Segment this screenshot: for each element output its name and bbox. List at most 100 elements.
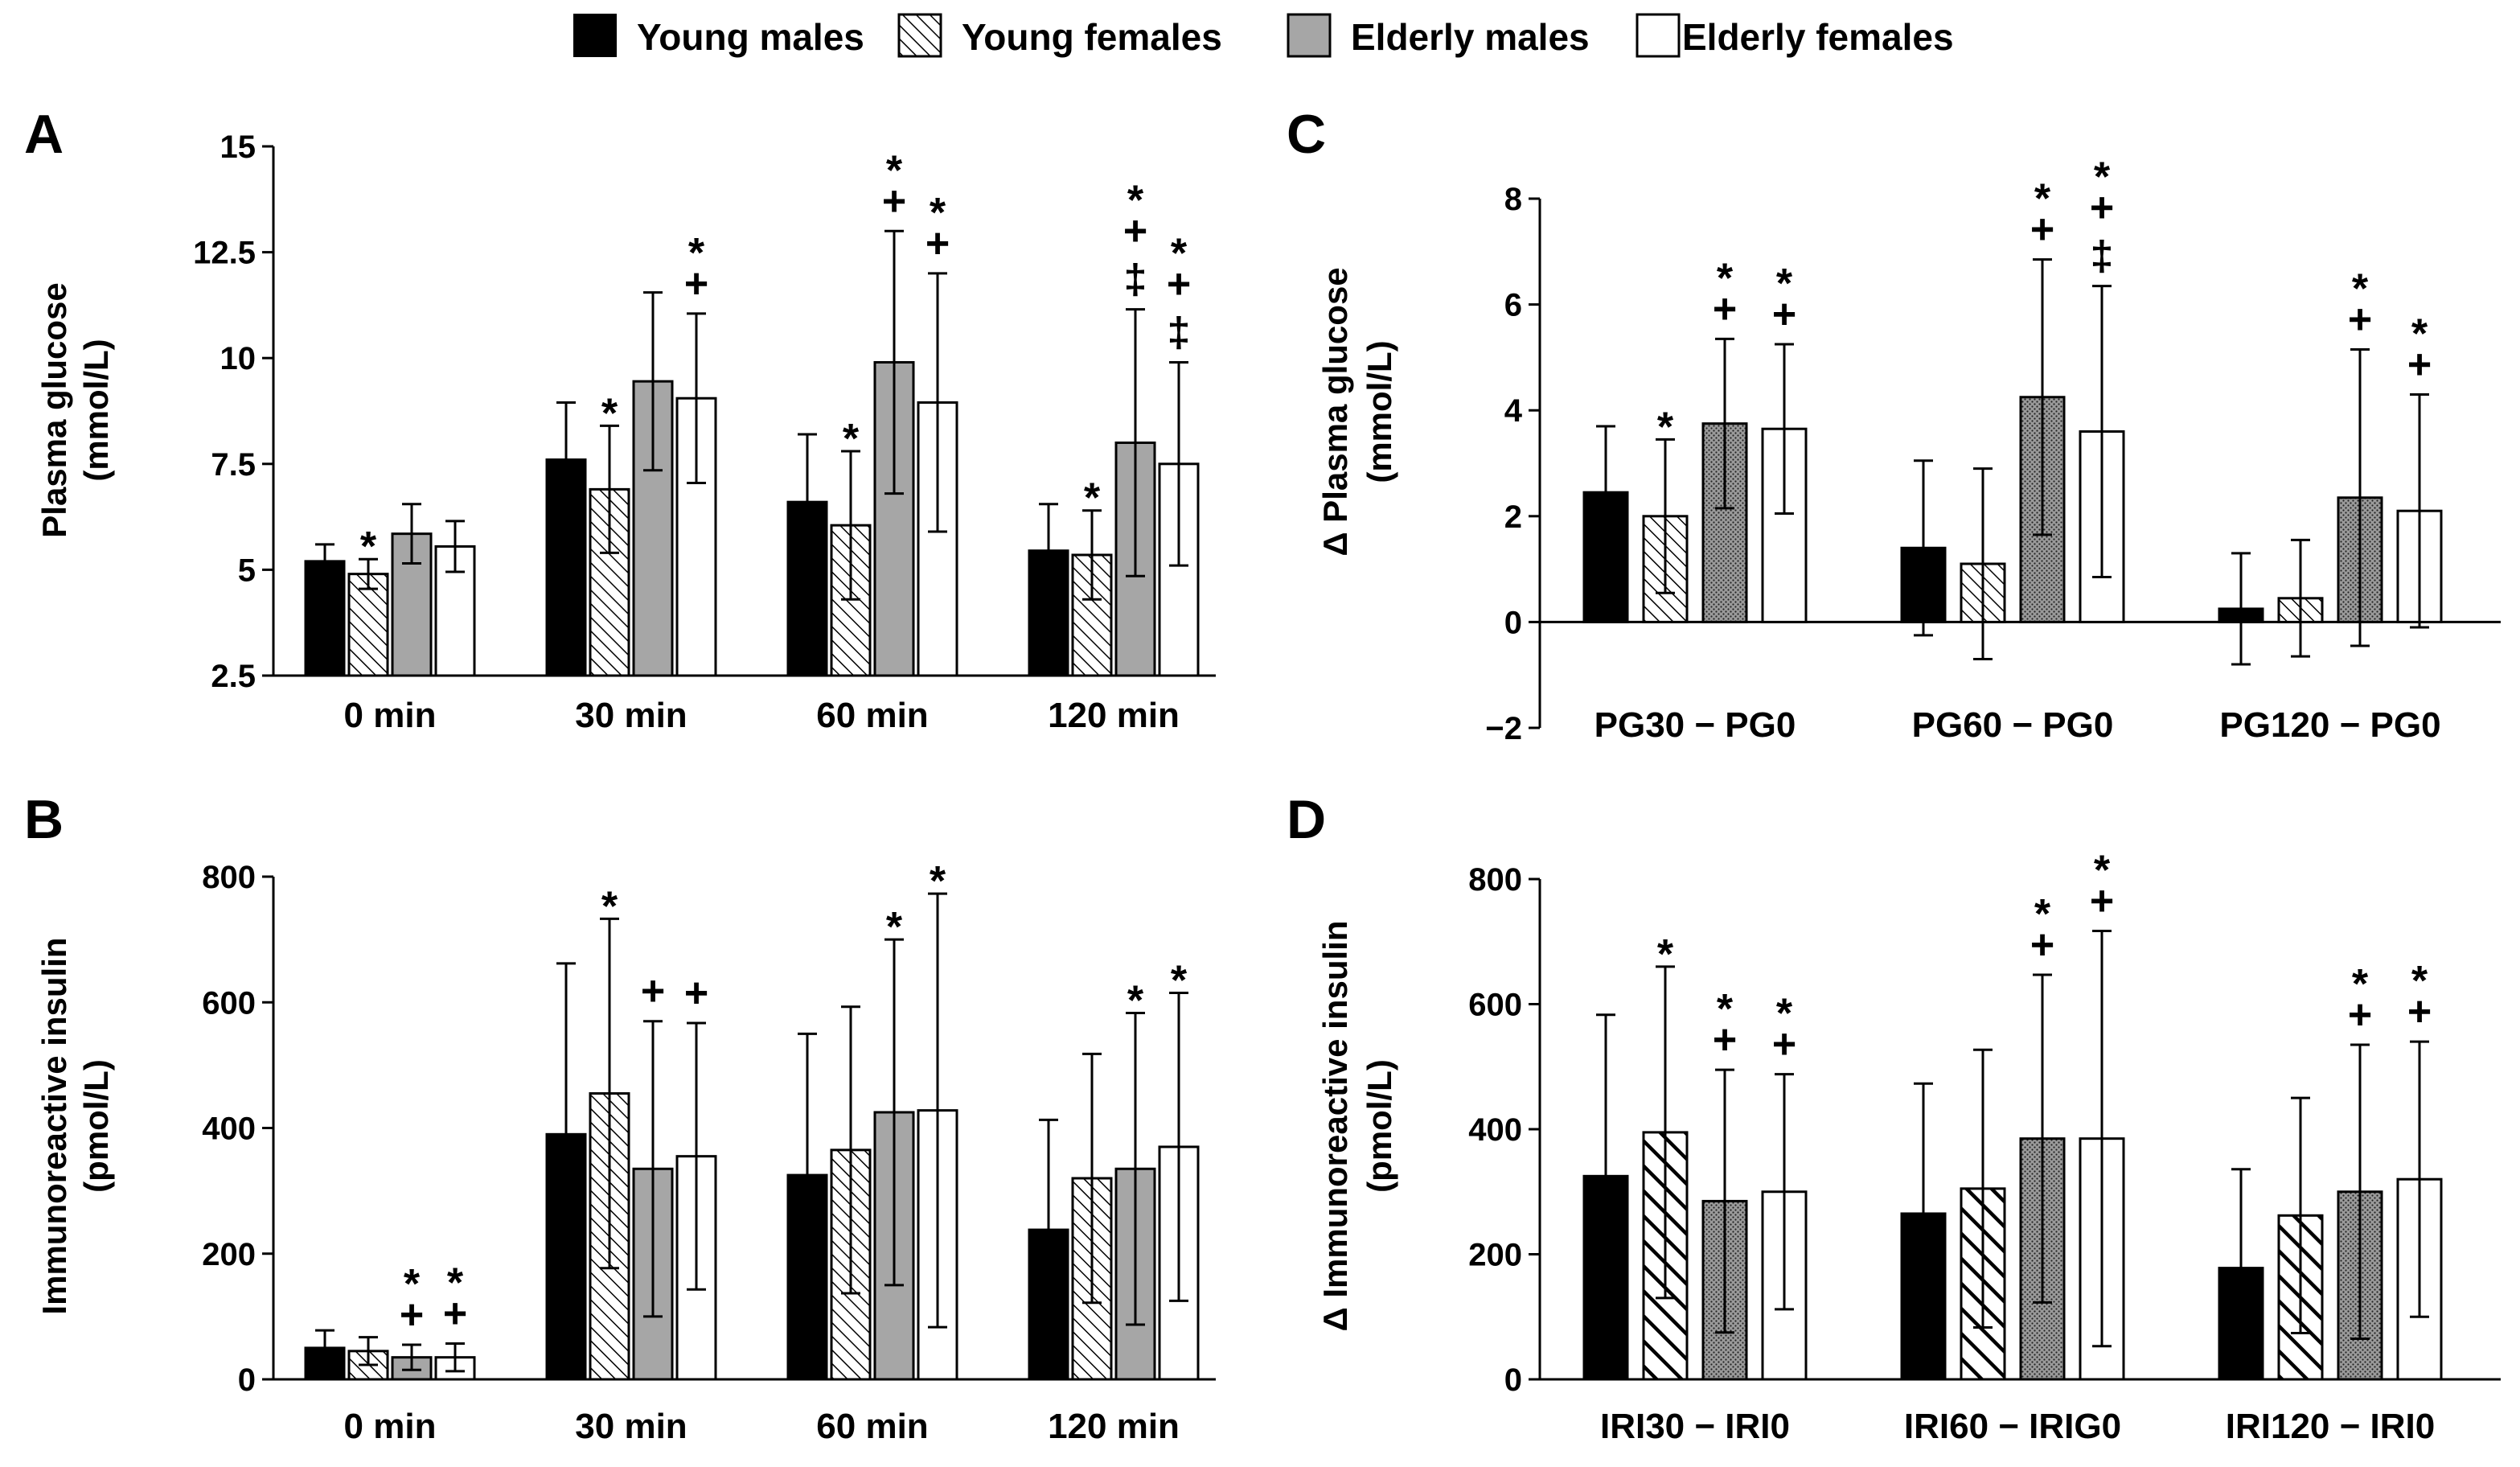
- panel-d: D Δ Immunoreactive insulin (pmol/L) 0 200 400…: [1287, 789, 2501, 1446]
- category-label-iri60-irig0: IRI60 − IRIG0: [1904, 1407, 2121, 1446]
- significance-mark: +: [684, 970, 708, 1017]
- significance-mark: *: [601, 883, 618, 930]
- bar-young-females-0-min: [347, 573, 389, 677]
- y-tick-label: 0: [238, 1362, 256, 1398]
- significance-mark: *: [1776, 991, 1793, 1038]
- panel-label-d: D: [1287, 789, 1326, 850]
- y-tick-label: 2: [1504, 499, 1522, 535]
- significance-mark: +: [1713, 1017, 1737, 1063]
- significance-mark: *: [1657, 404, 1674, 450]
- significance-mark: +: [2090, 185, 2114, 232]
- significance-mark: +: [1772, 1021, 1796, 1068]
- category-label-pg30-pg0: PG30 − PG0: [1594, 705, 1796, 745]
- significance-mark: +: [2090, 878, 2114, 925]
- y-tick-label: 12.5: [193, 236, 256, 271]
- significance-mark: +: [882, 178, 906, 224]
- significance-mark: *: [930, 858, 946, 905]
- significance-mark: *: [1776, 261, 1793, 307]
- y-tick-label: 0: [1504, 605, 1522, 640]
- significance-mark: *: [1717, 255, 1734, 302]
- significance-mark: *: [2034, 176, 2051, 223]
- y-axis-label-2: (pmol/L): [77, 1059, 115, 1193]
- y-tick-label: 600: [202, 985, 256, 1021]
- y-axis-label-2: (mmol/L): [1361, 340, 1398, 483]
- significance-mark: *: [2352, 961, 2369, 1008]
- y-tick-label: 800: [202, 860, 256, 895]
- significance-mark: *: [688, 230, 705, 277]
- category-label-30-min: 30 min: [575, 696, 687, 735]
- y-tick-label: 2.5: [211, 659, 256, 694]
- significance-mark: +: [1713, 286, 1737, 332]
- y-tick-label: 200: [1468, 1238, 1522, 1273]
- significance-mark: +: [2407, 988, 2432, 1035]
- y-tick-label: 8: [1504, 182, 1522, 217]
- significance-mark: *: [360, 524, 377, 570]
- significance-mark: *: [1171, 230, 1188, 277]
- significance-mark: *: [2411, 310, 2428, 357]
- category-label-pg60-pg0: PG60 − PG0: [1912, 705, 2114, 745]
- legend-label-elderly-males: Elderly males: [1351, 16, 1590, 58]
- y-tick-label: 4: [1504, 393, 1523, 429]
- category-label-0-min: 0 min: [344, 696, 437, 735]
- category-label-0-min: 0 min: [344, 1407, 437, 1446]
- legend-item-elderly-females: Elderly females: [1636, 13, 1954, 58]
- significance-mark: +: [684, 261, 708, 307]
- significance-mark: *: [886, 147, 903, 194]
- category-label-iri120-iri0: IRI120 − IRI0: [2226, 1407, 2435, 1446]
- y-tick-label: 10: [220, 341, 257, 376]
- y-tick-label: 15: [220, 129, 257, 165]
- significance-mark: *: [2034, 891, 2051, 938]
- significance-mark: *: [1657, 931, 1674, 978]
- y-axis-label-1: Δ Immunoreactive insulin: [1316, 921, 1354, 1332]
- significance-mark: +: [2348, 992, 2372, 1038]
- y-axis-label-2: (mmol/L): [77, 339, 115, 481]
- significance-mark: +: [1772, 291, 1796, 338]
- legend-label-young-females: Young females: [962, 16, 1222, 58]
- significance-mark: *: [1127, 978, 1144, 1025]
- y-axis-label-2: (pmol/L): [1361, 1059, 1398, 1193]
- legend-label-young-males: Young males: [637, 16, 864, 58]
- y-tick-label: 800: [1468, 862, 1522, 898]
- panel-label-a: A: [24, 104, 64, 165]
- y-axis-label-1: Δ Plasma glucose: [1316, 267, 1354, 556]
- legend-item-elderly-males: Elderly males: [1287, 13, 1590, 58]
- bar-elderly-males-0-min: [391, 532, 433, 677]
- category-label-pg120-pg0: PG120 − PG0: [2219, 705, 2440, 745]
- y-tick-label: 6: [1504, 288, 1522, 323]
- category-label-60-min: 60 min: [816, 1407, 928, 1446]
- category-label-30-min: 30 min: [575, 1407, 687, 1446]
- legend-label-elderly-females: Elderly females: [1682, 16, 1954, 58]
- y-axis-label-1: Plasma glucose: [35, 282, 73, 537]
- y-tick-label: 600: [1468, 988, 1522, 1023]
- significance-mark: *: [404, 1261, 421, 1308]
- significance-mark: +: [2407, 341, 2432, 388]
- significance-mark: +: [2030, 207, 2054, 253]
- significance-mark: *: [930, 190, 946, 236]
- significance-mark: *: [2094, 154, 2111, 201]
- y-axis-label-1: Immunoreactive insulin: [35, 937, 73, 1314]
- legend-swatch-young-males: [573, 14, 617, 57]
- significance-mark: *: [447, 1259, 464, 1306]
- significance-mark: ‡: [2091, 233, 2114, 280]
- legend-swatch-elderly-males: [1287, 13, 1332, 58]
- significance-mark: *: [886, 904, 903, 951]
- bar-young-males-30-min: [545, 458, 587, 677]
- significance-mark: ‡: [1168, 309, 1191, 355]
- y-tick-label: 200: [202, 1237, 256, 1272]
- bar-young-males-0-min: [304, 560, 346, 677]
- legend-item-young-females: Young females: [897, 13, 1222, 58]
- significance-mark: +: [926, 220, 950, 267]
- significance-mark: *: [601, 390, 618, 437]
- significance-mark: +: [443, 1290, 467, 1337]
- legend: Young males Young females Elderly males …: [573, 13, 1954, 58]
- significance-mark: *: [1171, 958, 1188, 1005]
- significance-mark: *: [2411, 958, 2428, 1005]
- category-label-iri30-iri0: IRI30 − IRI0: [1600, 1407, 1790, 1446]
- significance-mark: ‡: [1124, 257, 1147, 303]
- category-label-120-min: 120 min: [1048, 696, 1180, 735]
- y-tick-label: 0: [1504, 1362, 1522, 1398]
- panel-c: C Δ Plasma glucose (mmol/L) −2 0 2 4 6 8 PG30 − P…: [1287, 104, 2501, 746]
- panel-a: A Plasma glucose (mmol/L) 2.5 5 7.5 10 12.5 15 0 …: [24, 104, 1216, 735]
- bar-elderly-males-30-min: [632, 380, 674, 677]
